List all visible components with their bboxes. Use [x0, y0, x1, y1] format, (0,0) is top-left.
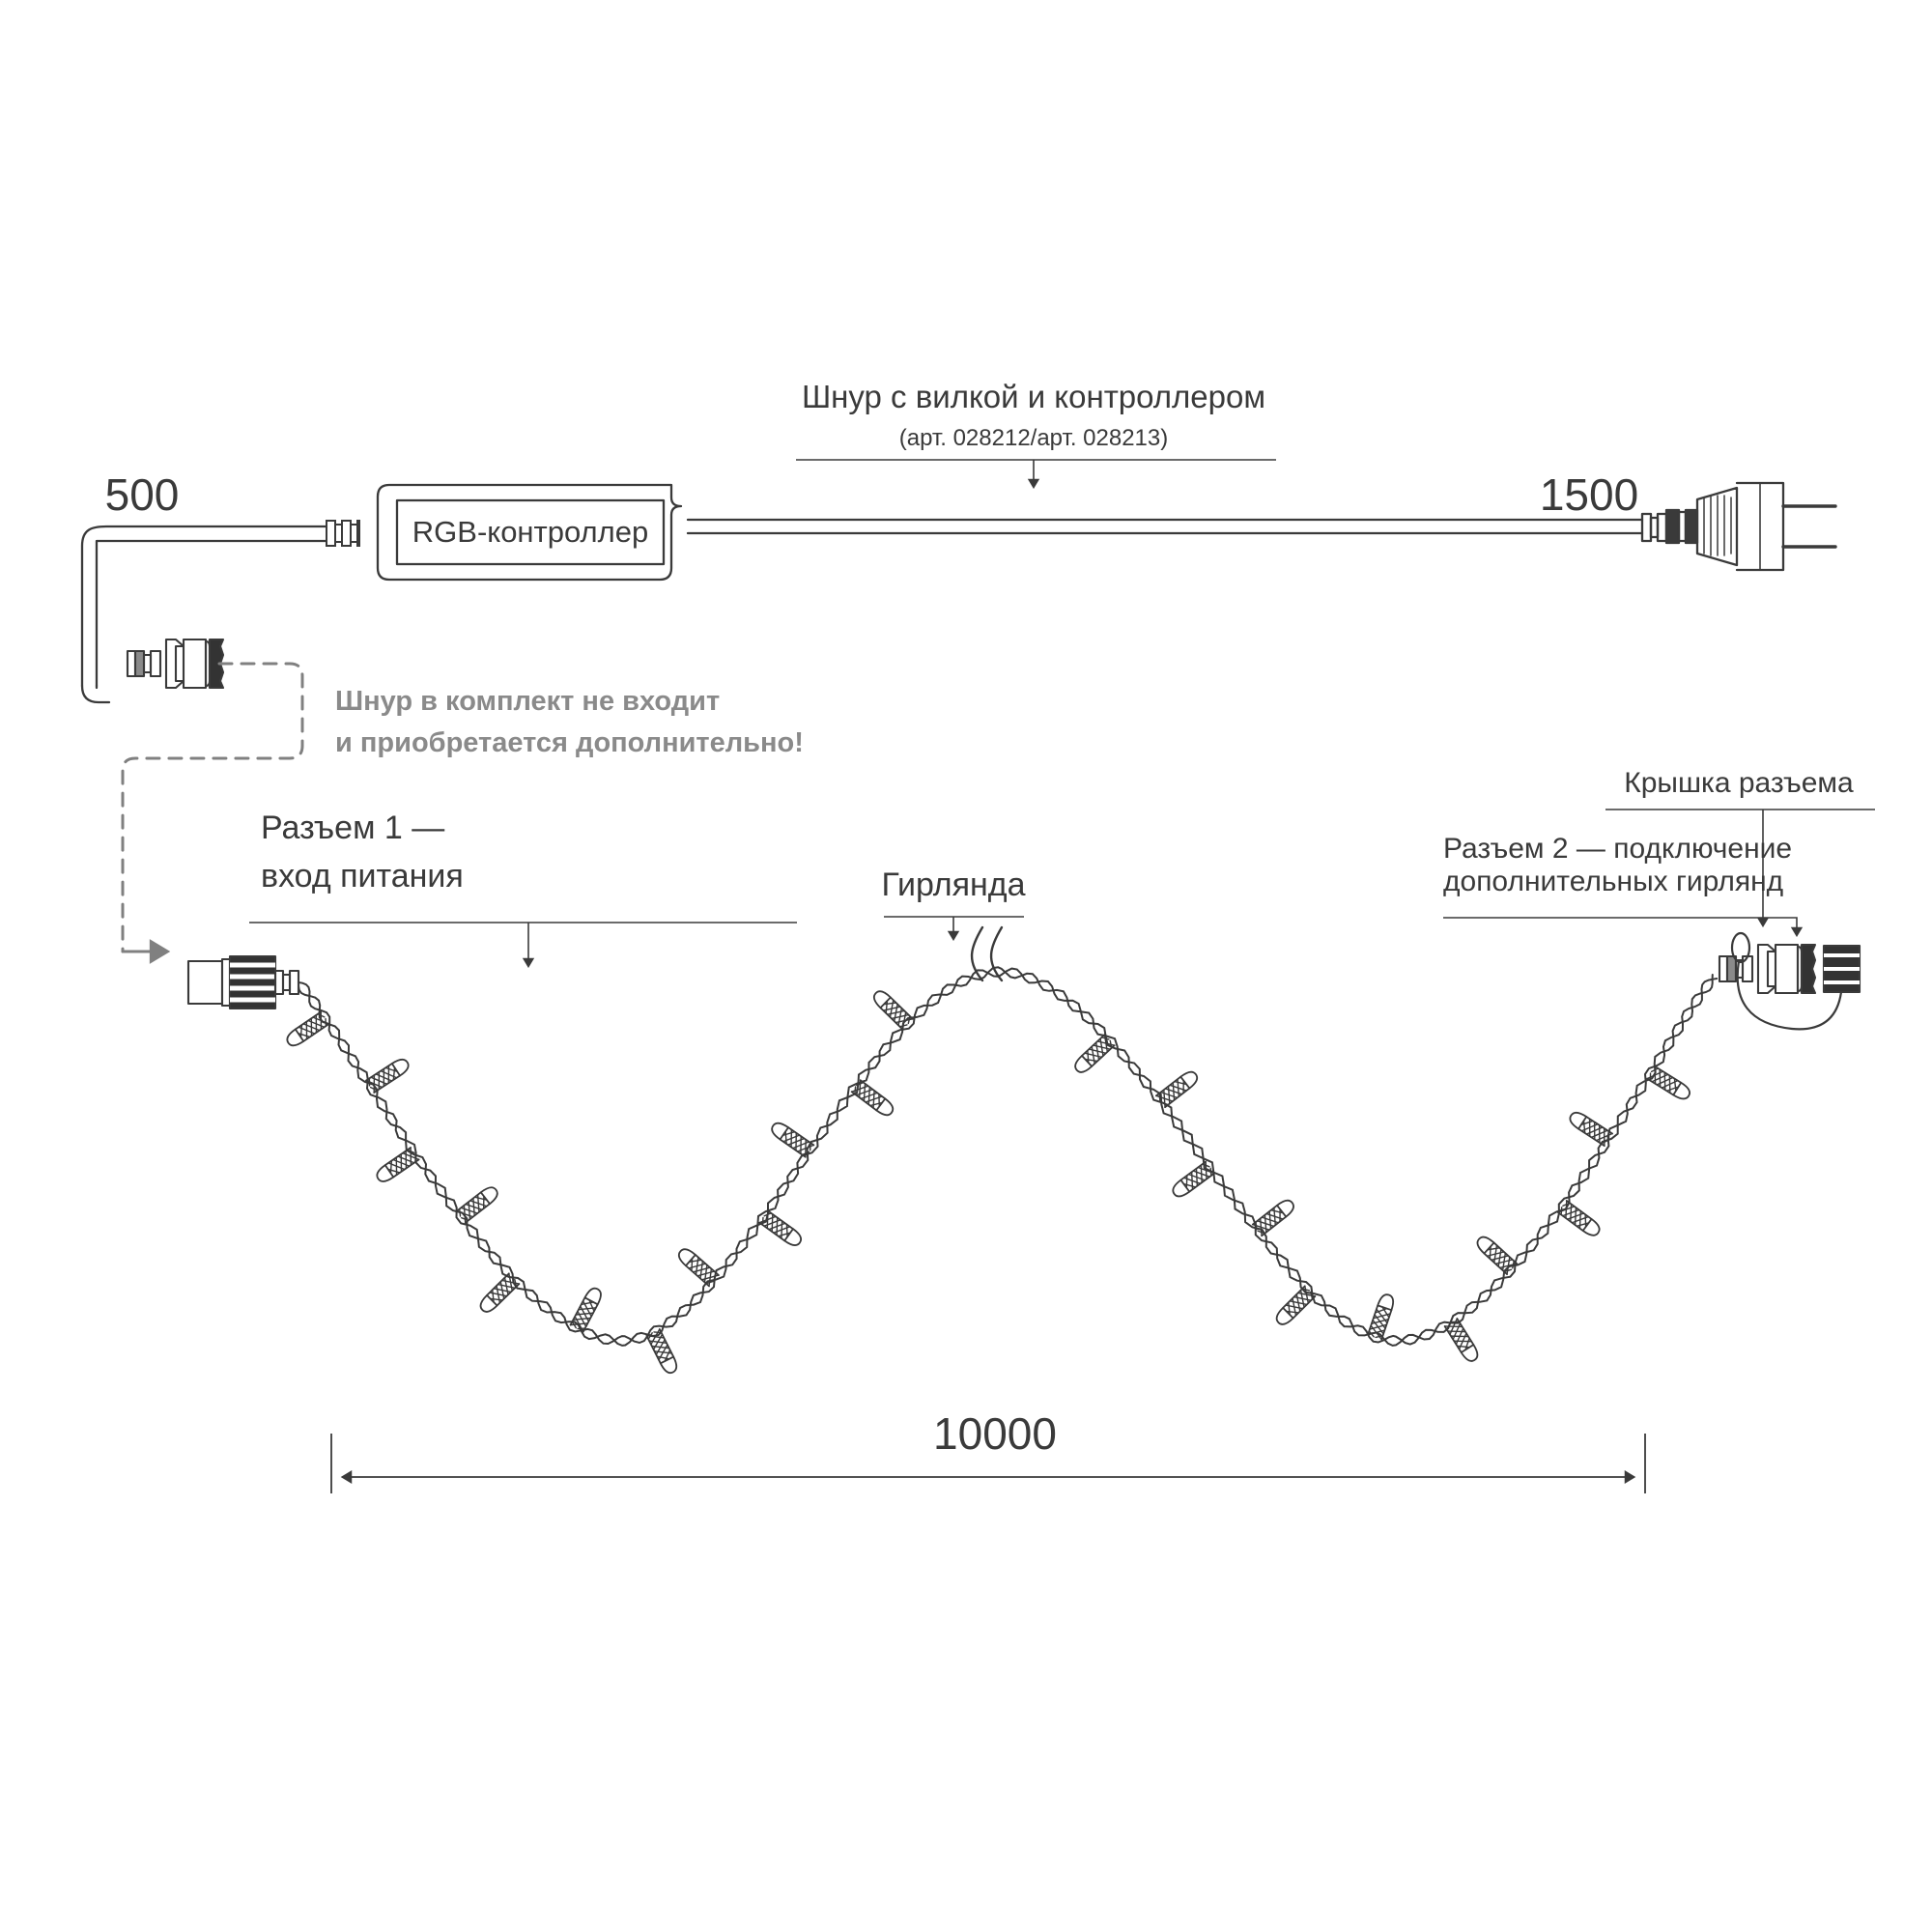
svg-text:и приобретается дополнительно!: и приобретается дополнительно!: [335, 727, 804, 758]
svg-text:RGB-контроллер: RGB-контроллер: [412, 515, 648, 549]
svg-text:1500: 1500: [1540, 469, 1638, 520]
svg-text:вход питания: вход питания: [261, 858, 464, 895]
svg-text:10000: 10000: [933, 1408, 1057, 1459]
svg-text:Разъем 1 —: Разъем 1 —: [261, 810, 444, 846]
svg-text:500: 500: [105, 469, 180, 520]
svg-text:Разъем 2 — подключение: Разъем 2 — подключение: [1443, 833, 1792, 865]
svg-text:Крышка разъема: Крышка разъема: [1624, 767, 1854, 799]
svg-text:Шнур в комплект не входит: Шнур в комплект не входит: [335, 686, 720, 717]
svg-text:(арт. 028212/арт. 028213): (арт. 028212/арт. 028213): [899, 425, 1169, 451]
svg-text:дополнительных гирлянд: дополнительных гирлянд: [1443, 866, 1783, 897]
svg-text:Шнур с вилкой и контроллером: Шнур с вилкой и контроллером: [802, 379, 1265, 414]
svg-text:Гирлянда: Гирлянда: [881, 867, 1025, 903]
